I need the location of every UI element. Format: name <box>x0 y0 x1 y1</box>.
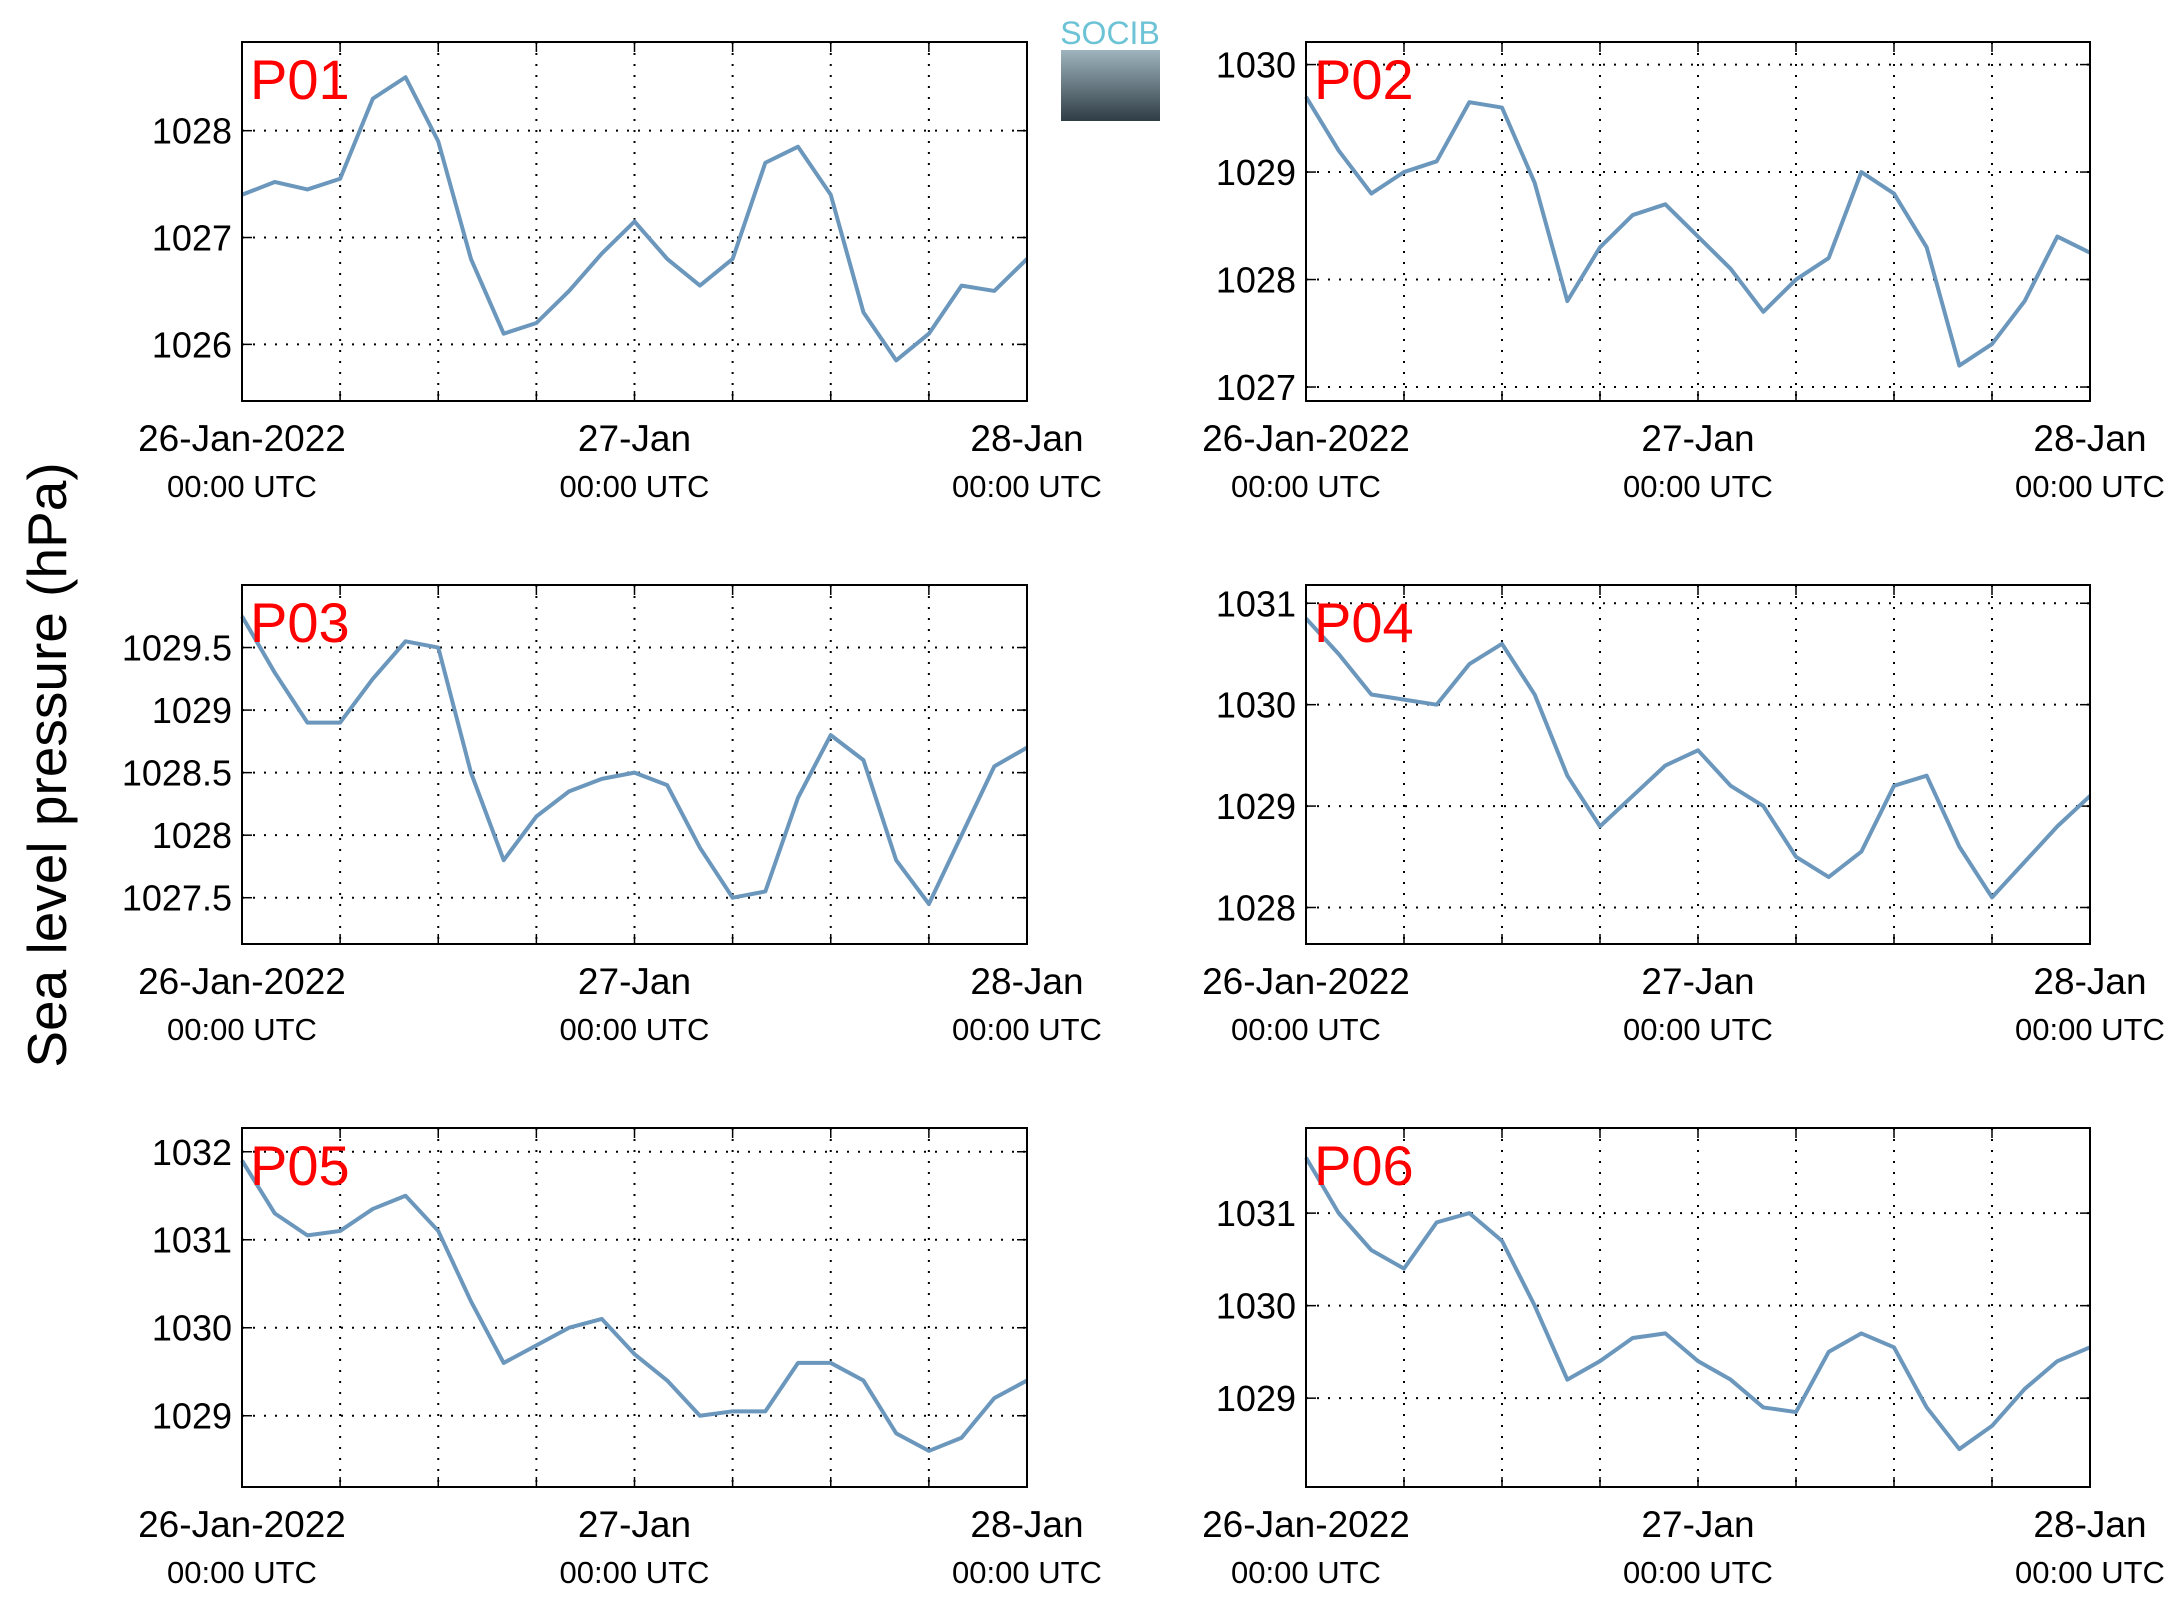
y-axis-label: Sea level pressure (hPa) <box>16 462 78 1067</box>
y-tick-label: 1027 <box>1216 367 1296 408</box>
y-tick-label: 1026 <box>152 324 232 365</box>
x-tick-label: 27-Jan <box>1641 1504 1754 1545</box>
x-tick-label: 28-Jan <box>970 418 1083 459</box>
x-tick-label: 28-Jan <box>2033 418 2146 459</box>
x-tick-sublabel: 00:00 UTC <box>2015 1012 2165 1047</box>
y-tick-label: 1028 <box>1216 887 1296 928</box>
x-tick-label: 27-Jan <box>578 1504 691 1545</box>
x-tick-label: 28-Jan <box>2033 1504 2146 1545</box>
panel: 1026 1027 1028 26-Jan-2022 00:00 UTC 27-Jan 00… <box>138 41 1102 504</box>
y-tick-label: 1028 <box>152 111 232 152</box>
panel: 1029 1030 1031 1032 26-Jan-2022 00:00 UTC 27-J… <box>138 1127 1102 1590</box>
y-tick-label: 1030 <box>1216 685 1296 726</box>
x-tick-sublabel: 00:00 UTC <box>560 1555 710 1590</box>
x-tick-label: 26-Jan-2022 <box>138 1504 346 1545</box>
x-tick-sublabel: 00:00 UTC <box>952 469 1102 504</box>
y-tick-label: 1029 <box>152 1396 232 1437</box>
plot-area <box>1306 42 2090 401</box>
x-tick-sublabel: 00:00 UTC <box>1231 1555 1381 1590</box>
panel-title: P05 <box>250 1134 350 1197</box>
axes-frame <box>241 584 1028 945</box>
x-tick-sublabel: 00:00 UTC <box>167 1555 317 1590</box>
x-tick-label: 27-Jan <box>578 418 691 459</box>
axes-frame <box>1305 41 2091 402</box>
panel: 1027 1028 1029 1030 26-Jan-2022 00:00 UTC 27-J… <box>1202 41 2165 504</box>
panel: 1028 1029 1030 1031 26-Jan-2022 00:00 UTC 27-J… <box>1202 583 2165 1047</box>
y-tick-label: 1028 <box>1216 260 1296 301</box>
y-tick-label: 1031 <box>152 1220 232 1261</box>
plot-area <box>1306 1128 2090 1487</box>
axes-frame <box>1305 1127 2091 1488</box>
panel-title: P01 <box>250 48 350 111</box>
x-tick-sublabel: 00:00 UTC <box>1623 1555 1773 1590</box>
x-tick-sublabel: 00:00 UTC <box>560 469 710 504</box>
x-tick-sublabel: 00:00 UTC <box>560 1012 710 1047</box>
y-tick-label: 1030 <box>1216 1286 1296 1327</box>
axes-frame <box>241 1127 1028 1488</box>
x-tick-sublabel: 00:00 UTC <box>1623 1012 1773 1047</box>
x-tick-sublabel: 00:00 UTC <box>2015 1555 2165 1590</box>
panel-title: P03 <box>250 591 350 654</box>
x-tick-sublabel: 00:00 UTC <box>167 469 317 504</box>
y-tick-label: 1030 <box>152 1308 232 1349</box>
x-tick-label: 28-Jan <box>970 961 1083 1002</box>
logo: SOCIB <box>1060 15 1160 121</box>
series-line <box>241 75 1029 363</box>
axes-frame <box>241 41 1028 402</box>
y-tick-label: 1029 <box>1216 786 1296 827</box>
y-tick-label: 1029 <box>152 690 232 731</box>
x-tick-label: 27-Jan <box>1641 418 1754 459</box>
series-line <box>1304 617 2092 900</box>
series-line <box>1304 1156 2091 1452</box>
y-tick-label: 1029 <box>1216 1378 1296 1419</box>
x-tick-sublabel: 00:00 UTC <box>1231 469 1381 504</box>
series-line <box>1304 95 2091 368</box>
x-tick-label: 26-Jan-2022 <box>138 961 346 1002</box>
plot-area <box>1306 585 2090 944</box>
y-tick-label: 1028.5 <box>122 753 232 794</box>
x-tick-sublabel: 00:00 UTC <box>2015 469 2165 504</box>
x-tick-sublabel: 00:00 UTC <box>1623 469 1773 504</box>
x-tick-label: 28-Jan <box>970 1504 1083 1545</box>
axes-frame <box>1305 584 2091 945</box>
x-tick-label: 26-Jan-2022 <box>1202 961 1410 1002</box>
x-tick-label: 27-Jan <box>1641 961 1754 1002</box>
series-line <box>240 615 1028 906</box>
series-line <box>240 1159 1028 1453</box>
y-tick-label: 1027.5 <box>122 878 232 919</box>
x-tick-sublabel: 00:00 UTC <box>167 1012 317 1047</box>
x-tick-label: 27-Jan <box>578 961 691 1002</box>
panel: 1029 1030 1031 26-Jan-2022 00:00 UTC 27-Jan 00… <box>1202 1127 2165 1590</box>
y-tick-label: 1031 <box>1216 583 1296 624</box>
x-tick-label: 26-Jan-2022 <box>1202 418 1410 459</box>
y-tick-label: 1032 <box>152 1132 232 1173</box>
panel: 1027.5 1028 1028.5 1029 1029.5 26-Jan-2022 00:… <box>122 584 1102 1047</box>
y-tick-label: 1029.5 <box>122 628 232 669</box>
plot-area <box>242 1128 1027 1487</box>
y-tick-label: 1029 <box>1216 152 1296 193</box>
x-tick-label: 26-Jan-2022 <box>138 418 346 459</box>
y-tick-label: 1028 <box>152 815 232 856</box>
y-tick-label: 1030 <box>1216 45 1296 86</box>
panel-title: P04 <box>1314 591 1414 654</box>
plot-area <box>242 585 1027 944</box>
logo-box <box>1061 50 1160 121</box>
x-tick-sublabel: 00:00 UTC <box>952 1012 1102 1047</box>
x-tick-sublabel: 00:00 UTC <box>1231 1012 1381 1047</box>
x-tick-sublabel: 00:00 UTC <box>952 1555 1102 1590</box>
y-tick-label: 1031 <box>1216 1193 1296 1234</box>
panel-title: P06 <box>1314 1134 1414 1197</box>
y-tick-label: 1027 <box>152 218 232 259</box>
x-tick-label: 28-Jan <box>2033 961 2146 1002</box>
x-tick-label: 26-Jan-2022 <box>1202 1504 1410 1545</box>
logo-text: SOCIB <box>1060 15 1160 51</box>
panel-title: P02 <box>1314 48 1414 111</box>
